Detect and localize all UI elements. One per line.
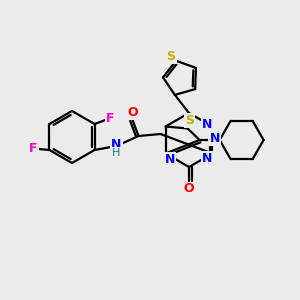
Text: H: H	[112, 148, 121, 158]
Text: N: N	[202, 118, 213, 131]
Text: O: O	[127, 106, 138, 118]
Text: N: N	[202, 152, 213, 165]
Text: N: N	[209, 131, 220, 145]
Text: N: N	[111, 137, 122, 151]
Text: O: O	[184, 182, 194, 196]
Text: S: S	[167, 50, 176, 63]
Text: F: F	[106, 112, 115, 125]
Text: S: S	[185, 114, 194, 127]
Text: N: N	[164, 153, 175, 166]
Text: F: F	[29, 142, 38, 154]
